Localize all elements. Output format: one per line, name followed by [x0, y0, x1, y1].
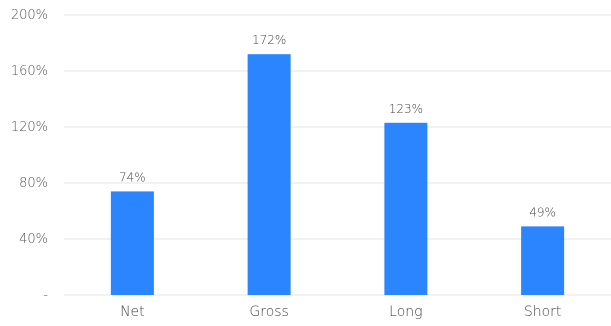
- data-label: 172%: [252, 33, 286, 47]
- data-label: 123%: [389, 102, 423, 116]
- x-category-labels: Net Gross Long Short: [120, 304, 561, 320]
- bar: [247, 54, 291, 296]
- grid-layer: [64, 14, 611, 296]
- bar-layer: [110, 54, 565, 296]
- x-tick-label: Long: [389, 304, 422, 320]
- y-tick-label: 40%: [19, 232, 48, 247]
- data-label: 49%: [529, 205, 556, 219]
- bar: [384, 122, 428, 295]
- x-tick-label: Gross: [249, 304, 288, 320]
- y-tick-label: 80%: [19, 176, 48, 191]
- y-tick-labels: - 40% 80% 120% 160% 200%: [11, 8, 48, 303]
- bar: [110, 191, 154, 295]
- data-label: 74%: [119, 170, 146, 184]
- bar: [521, 226, 565, 295]
- x-tick-label: Net: [120, 304, 145, 320]
- value-labels: 74% 172% 123% 49%: [119, 33, 556, 219]
- x-tick-label: Short: [524, 304, 562, 320]
- y-tick-label: 160%: [11, 64, 48, 79]
- y-tick-label: 120%: [11, 120, 48, 135]
- y-tick-label: -: [43, 288, 48, 303]
- y-tick-label: 200%: [11, 8, 48, 23]
